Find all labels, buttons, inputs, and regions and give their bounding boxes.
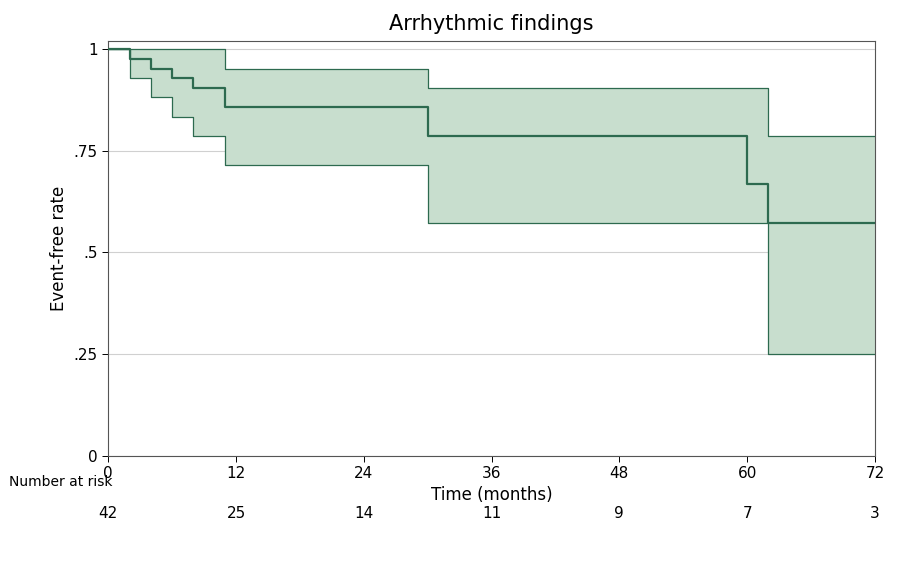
X-axis label: Time (months): Time (months) [431,486,552,505]
Text: 9: 9 [614,506,624,522]
Y-axis label: Event-free rate: Event-free rate [51,186,69,311]
Text: 14: 14 [354,506,373,522]
Text: 3: 3 [870,506,879,522]
Title: Arrhythmic findings: Arrhythmic findings [390,14,594,34]
Text: 11: 11 [482,506,502,522]
Text: 7: 7 [742,506,752,522]
Text: 42: 42 [98,506,118,522]
Text: 25: 25 [226,506,245,522]
Text: Number at risk: Number at risk [9,475,113,489]
